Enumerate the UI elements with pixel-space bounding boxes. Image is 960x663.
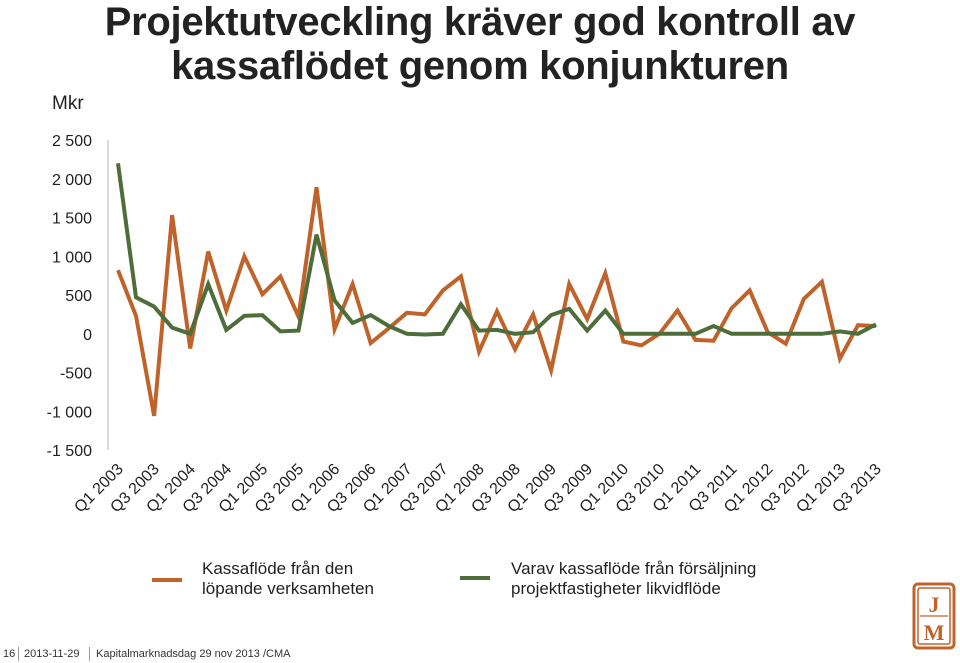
- y-tick-label: -1 500: [47, 443, 92, 460]
- jm-logo: J M: [912, 582, 956, 650]
- line-chart: 2 500 2 000 1 500 1 000 500 0 -500 -1 000 -1 500…: [47, 133, 885, 516]
- y-tick-label: 1 000: [52, 249, 92, 266]
- legend-label-operating-cashflow-line-2: löpande verksamheten: [202, 579, 375, 598]
- chart-title-line-2: kassaflödet genom konjunkturen: [171, 44, 789, 88]
- legend-swatch-project-sales-cashflow: [460, 576, 490, 580]
- series-lines: [116, 163, 877, 417]
- y-tick-label: 2 000: [52, 172, 92, 189]
- page-number: 16: [3, 648, 16, 660]
- y-tick-label: -1 000: [47, 404, 92, 421]
- legend-label-operating-cashflow-line-1: Kassaflöde från den: [202, 559, 354, 578]
- footer-separator: [89, 647, 90, 661]
- y-tick-label: 2 500: [52, 133, 92, 150]
- svg-text:M: M: [924, 620, 945, 645]
- y-tick-label: -500: [60, 366, 92, 383]
- y-tick-label: 1 500: [52, 211, 92, 228]
- svg-text:J: J: [929, 592, 940, 617]
- chart-title-line-1: Projektutveckling kräver god kontroll av: [104, 0, 856, 44]
- footer-date: 2013-11-29: [24, 648, 80, 660]
- y-axis-ticks: 2 500 2 000 1 500 1 000 500 0 -500 -1 000 -1 500: [47, 133, 92, 460]
- footer-separator: [18, 647, 19, 661]
- footer: 16 2013-11-29 Kapitalmarknadsdag 29 nov …: [0, 646, 960, 663]
- footer-event-name: Kapitalmarknadsdag 29 nov 2013 /CMA: [96, 648, 291, 660]
- y-axis-unit-label: Mkr: [52, 93, 84, 114]
- legend-label-project-sales-cashflow-line-1: Varav kassaflöde från försäljning: [511, 559, 757, 578]
- series-line-operating-cashflow: [116, 187, 877, 417]
- legend-label-project-sales-cashflow: Varav kassaflöde från försäljning projek…: [511, 559, 756, 599]
- series-line-project-sales-cashflow: [116, 163, 877, 337]
- y-tick-label: 500: [65, 288, 92, 305]
- legend-label-project-sales-cashflow-line-2: projektfastigheter likvidflöde: [511, 579, 721, 598]
- chart-title: Projektutveckling kräver god kontroll av…: [0, 0, 960, 88]
- y-tick-label: 0: [83, 327, 92, 344]
- legend-swatch-operating-cashflow: [152, 578, 182, 582]
- legend-label-operating-cashflow: Kassaflöde från den löpande verksamheten: [202, 559, 374, 599]
